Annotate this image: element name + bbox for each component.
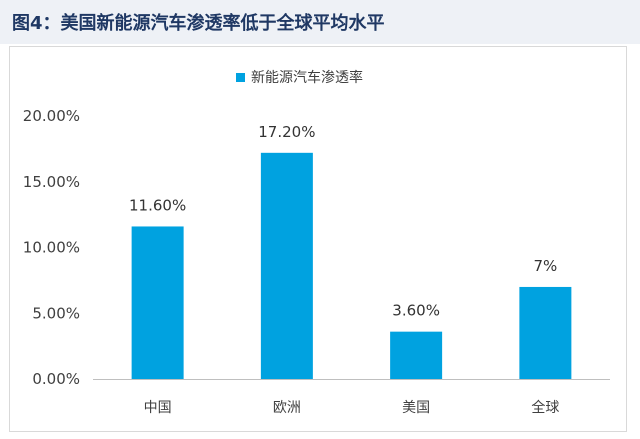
x-tick-label: 美国 xyxy=(402,400,430,416)
x-tick-label: 全球 xyxy=(531,399,559,416)
y-tick-label: 5.00% xyxy=(32,304,80,322)
x-axis-labels: 中国 欧洲 美国 全球 xyxy=(144,399,560,416)
bars xyxy=(131,152,572,379)
page-header: 图4：美国新能源汽车渗透率低于全球平均水平 xyxy=(0,0,640,44)
legend-label: 新能源汽车渗透率 xyxy=(251,70,363,86)
data-label: 17.20% xyxy=(258,123,315,141)
x-tick-label: 欧洲 xyxy=(273,400,301,416)
data-labels: 11.60% 17.20% 3.60% 7% xyxy=(129,123,557,320)
y-axis-labels: 0.00% 5.00% 10.00% 15.00% 20.00% xyxy=(23,107,80,388)
y-tick-label: 20.00% xyxy=(23,107,80,125)
data-label: 7% xyxy=(533,257,557,275)
page-title: 图4：美国新能源汽车渗透率低于全球平均水平 xyxy=(12,13,385,34)
y-tick-label: 15.00% xyxy=(23,173,80,191)
y-tick-label: 0.00% xyxy=(32,370,80,388)
bar xyxy=(519,286,572,379)
bar xyxy=(390,331,443,379)
chart-legend: 新能源汽车渗透率 xyxy=(236,68,363,86)
data-label: 11.60% xyxy=(129,196,186,214)
x-tick-label: 中国 xyxy=(144,400,172,416)
legend-swatch xyxy=(236,72,245,82)
y-tick-label: 10.00% xyxy=(23,239,80,257)
bar xyxy=(260,152,313,379)
bar xyxy=(131,226,184,379)
data-label: 3.60% xyxy=(392,302,440,320)
